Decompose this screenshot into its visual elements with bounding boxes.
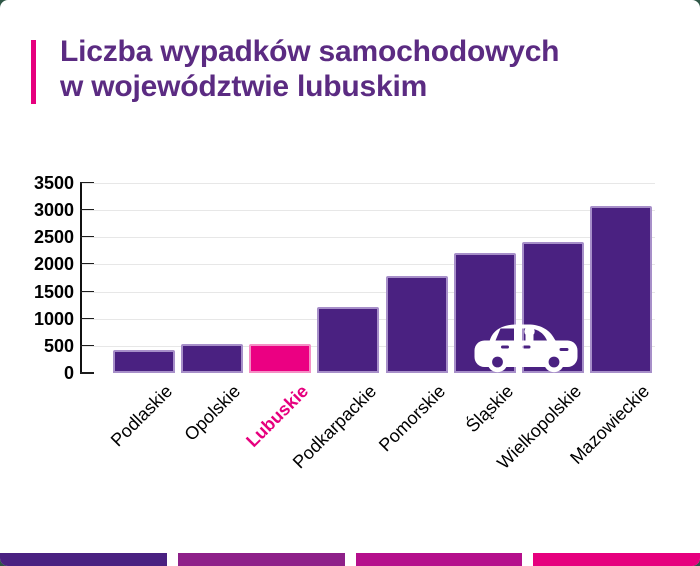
x-axis-label-mazowieckie: Mazowieckie xyxy=(566,381,654,469)
page-title-line2: w województwie lubuskim xyxy=(60,70,428,103)
page-title: Liczba wypadków samochodowych w wojewódz… xyxy=(60,34,560,104)
y-axis-tick xyxy=(80,372,94,374)
footer-color-strip xyxy=(0,553,700,566)
y-axis-tick-label: 2500 xyxy=(33,227,74,248)
footer-segment-3 xyxy=(355,553,523,566)
y-axis-tick-label: 1500 xyxy=(33,281,74,302)
y-gridline xyxy=(82,210,655,212)
footer-segment-4 xyxy=(533,553,700,566)
y-axis-tick-label: 500 xyxy=(43,335,74,356)
bar-podlaskie xyxy=(113,349,175,373)
x-axis-label-pomorskie: Pomorskie xyxy=(374,381,450,456)
bar-opolskie xyxy=(181,343,243,373)
page-title-line1: Liczba wypadków samochodowych xyxy=(60,35,560,68)
bar-podkarpackie xyxy=(317,306,379,373)
bar-lubuskie xyxy=(249,343,311,373)
x-axis-label-podlaskie: Podlaskie xyxy=(106,381,177,451)
y-axis-tick-label: 1000 xyxy=(33,308,74,329)
x-axis-label-podkarpackie: Podkarpackie xyxy=(288,381,381,473)
x-axis-label-śląskie: Śląskie xyxy=(461,381,518,437)
y-axis-tick-label: 2000 xyxy=(33,254,74,275)
footer-segment-1 xyxy=(0,553,167,566)
y-gridline xyxy=(82,264,655,266)
x-axis-label-wielkopolskie: Wielkopolskie xyxy=(493,381,586,473)
y-gridline xyxy=(82,183,655,184)
x-axis-label-lubuskie: Lubuskie xyxy=(242,381,313,452)
y-axis-tick-label: 0 xyxy=(63,363,74,383)
y-axis-tick-label: 3000 xyxy=(33,200,74,221)
car-icon xyxy=(474,322,578,373)
y-axis-tick-label: 3500 xyxy=(33,173,74,193)
bar-pomorskie xyxy=(386,275,448,373)
bar-mazowieckie xyxy=(590,205,652,373)
footer-segment-2 xyxy=(177,553,345,566)
y-gridline xyxy=(82,237,655,239)
y-axis-line xyxy=(80,182,82,374)
y-gridline xyxy=(82,291,655,293)
x-axis-label-opolskie: Opolskie xyxy=(180,381,245,445)
title-accent-bar xyxy=(31,40,36,104)
